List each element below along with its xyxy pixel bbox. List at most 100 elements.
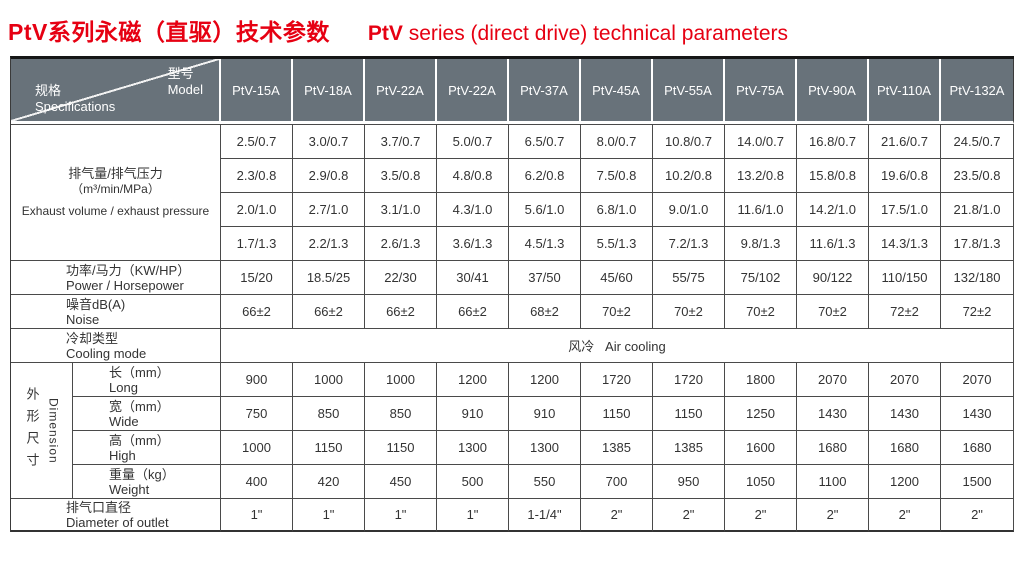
value-cell: 13.2/0.8: [725, 158, 797, 192]
value-cell: 2": [797, 498, 869, 532]
value-cell: 6.5/0.7: [509, 124, 581, 158]
dimension-high-label: 高（mm） High: [73, 430, 221, 464]
value-cell: 2": [725, 498, 797, 532]
value-cell: 75/102: [725, 260, 797, 294]
model-header: PtV-75A: [725, 59, 797, 124]
dimension-group-label: 外形尺寸 Dimension: [11, 362, 73, 498]
value-cell: 37/50: [509, 260, 581, 294]
value-cell: 72±2: [941, 294, 1014, 328]
value-cell: 1100: [797, 464, 869, 498]
title-english-brand: PtV: [367, 22, 403, 45]
value-cell: 400: [221, 464, 293, 498]
value-cell: 1000: [365, 362, 437, 396]
value-cell: 11.6/1.3: [797, 226, 869, 260]
value-cell: 1150: [653, 396, 725, 430]
value-cell: 1": [293, 498, 365, 532]
dimension-row-wide: 宽（mm） Wide 750 850 850 910 910 1150 1150 1250 14…: [11, 396, 1014, 430]
value-cell: 30/41: [437, 260, 509, 294]
value-cell: 66±2: [437, 294, 509, 328]
value-cell: 70±2: [725, 294, 797, 328]
noise-row: 噪音dB(A) Noise 66±2 66±2 66±2 66±2 68±2 70±2 70…: [11, 294, 1014, 328]
exhaust-label: 排气量/排气压力 （m³/min/MPa） Exhaust volume / e…: [11, 124, 221, 260]
value-cell: 550: [509, 464, 581, 498]
value-cell: 2": [941, 498, 1014, 532]
value-cell: 7.5/0.8: [581, 158, 653, 192]
corner-cell: 型号 Model 规格 Specifications: [11, 59, 221, 124]
value-cell: 55/75: [653, 260, 725, 294]
value-cell: 700: [581, 464, 653, 498]
value-cell: 2.0/1.0: [221, 192, 293, 226]
value-cell: 45/60: [581, 260, 653, 294]
value-cell: 1.7/1.3: [221, 226, 293, 260]
value-cell: 10.2/0.8: [653, 158, 725, 192]
model-header: PtV-45A: [581, 59, 653, 124]
value-cell: 1150: [293, 430, 365, 464]
value-cell: 1150: [365, 430, 437, 464]
value-cell: 1150: [581, 396, 653, 430]
value-cell: 9.0/1.0: [653, 192, 725, 226]
model-header: PtV-110A: [869, 59, 941, 124]
power-row: 功率/马力（KW/HP） Power / Horsepower 15/20 18.…: [11, 260, 1014, 294]
value-cell: 1600: [725, 430, 797, 464]
corner-model-label: 型号 Model: [167, 66, 203, 97]
value-cell: 14.0/0.7: [725, 124, 797, 158]
dimension-weight-label: 重量（kg） Weight: [73, 464, 221, 498]
value-cell: 910: [437, 396, 509, 430]
dimension-row-weight: 重量（kg） Weight 400 420 450 500 550 700 950 1050 1…: [11, 464, 1014, 498]
value-cell: 4.3/1.0: [437, 192, 509, 226]
value-cell: 4.8/0.8: [437, 158, 509, 192]
value-cell: 1000: [293, 362, 365, 396]
page-title: PtV系列永磁（直驱）技术参数 PtV series (direct drive)…: [8, 13, 1024, 47]
dimension-wide-label: 宽（mm） Wide: [73, 396, 221, 430]
cooling-row: 冷却类型 Cooling mode 风冷 Air cooling: [11, 328, 1014, 362]
value-cell: 10.8/0.7: [653, 124, 725, 158]
value-cell: 1680: [941, 430, 1014, 464]
value-cell: 1680: [869, 430, 941, 464]
model-header: PtV-15A: [221, 59, 293, 124]
power-label: 功率/马力（KW/HP） Power / Horsepower: [11, 260, 221, 294]
value-cell: 910: [509, 396, 581, 430]
value-cell: 2.7/1.0: [293, 192, 365, 226]
value-cell: 1430: [869, 396, 941, 430]
value-cell: 1720: [653, 362, 725, 396]
value-cell: 14.3/1.3: [869, 226, 941, 260]
value-cell: 66±2: [293, 294, 365, 328]
value-cell: 1": [221, 498, 293, 532]
value-cell: 420: [293, 464, 365, 498]
value-cell: 1430: [797, 396, 869, 430]
value-cell: 17.8/1.3: [941, 226, 1014, 260]
value-cell: 9.8/1.3: [725, 226, 797, 260]
value-cell: 2070: [941, 362, 1014, 396]
value-cell: 3.7/0.7: [365, 124, 437, 158]
value-cell: 3.1/1.0: [365, 192, 437, 226]
outlet-label: 排气口直径 Diameter of outlet: [11, 498, 221, 532]
value-cell: 1000: [221, 430, 293, 464]
outlet-row: 排气口直径 Diameter of outlet 1" 1" 1" 1" 1-1/4" 2…: [11, 498, 1014, 532]
value-cell: 1200: [509, 362, 581, 396]
value-cell: 1800: [725, 362, 797, 396]
value-cell: 16.8/0.7: [797, 124, 869, 158]
value-cell: 850: [293, 396, 365, 430]
model-header: PtV-22A: [437, 59, 509, 124]
value-cell: 90/122: [797, 260, 869, 294]
value-cell: 132/180: [941, 260, 1014, 294]
value-cell: 14.2/1.0: [797, 192, 869, 226]
value-cell: 2070: [797, 362, 869, 396]
dimension-row-long: 外形尺寸 Dimension 长（mm） Long 900 1000 1000 120…: [11, 362, 1014, 498]
value-cell: 6.2/0.8: [509, 158, 581, 192]
header-row: 型号 Model 规格 Specifications PtV-15A PtV-18…: [11, 59, 1014, 124]
value-cell: 21.8/1.0: [941, 192, 1014, 226]
value-cell: 1385: [581, 430, 653, 464]
value-cell: 5.5/1.3: [581, 226, 653, 260]
value-cell: 1-1/4": [509, 498, 581, 532]
value-cell: 900: [221, 362, 293, 396]
value-cell: 68±2: [509, 294, 581, 328]
value-cell: 66±2: [365, 294, 437, 328]
value-cell: 17.5/1.0: [869, 192, 941, 226]
value-cell: 2.2/1.3: [293, 226, 365, 260]
value-cell: 19.6/0.8: [869, 158, 941, 192]
value-cell: 5.0/0.7: [437, 124, 509, 158]
value-cell: 2.5/0.7: [221, 124, 293, 158]
value-cell: 500: [437, 464, 509, 498]
value-cell: 7.2/1.3: [653, 226, 725, 260]
